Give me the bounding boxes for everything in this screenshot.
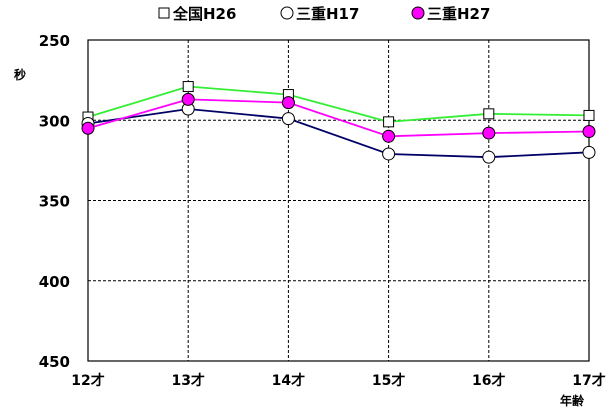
legend-label: 三重H17 [296,5,359,23]
point-marker [281,96,295,110]
y-tick-label: 400 [39,273,70,291]
point-marker [382,129,396,143]
point-marker [182,81,194,93]
point-marker [280,6,294,20]
y-tick-label: 300 [39,112,70,130]
x-tick-label: 12才 [71,372,104,389]
point-marker [383,116,395,128]
point-marker [482,126,496,140]
y-axis-label: 秒 [14,67,26,82]
series-2 [81,102,596,164]
point-marker [81,121,95,135]
point-marker [582,145,596,159]
y-tick-label: 450 [39,353,70,371]
series-line [87,85,590,123]
y-tick-label: 350 [39,193,70,211]
x-axis-ticks: 12才 13才 14才 15才 16才 17才 [71,372,605,389]
series-group [81,81,596,164]
x-tick-label: 13才 [171,372,204,389]
legend-label: 三重H27 [427,5,490,23]
point-marker [582,124,596,138]
point-marker [382,147,396,161]
series-3 [81,92,596,143]
x-tick-label: 14才 [272,372,305,389]
point-marker [583,109,595,121]
series-line [87,98,590,138]
legend-item: 全国H26 [158,5,236,23]
series-line [87,108,590,159]
y-axis-ticks: 250 300 350 400 450 [39,32,70,371]
x-axis-label: 年齢 [560,393,585,408]
plot-border [87,39,590,362]
legend-label: 全国H26 [172,5,236,23]
point-marker [411,6,425,20]
legend: 全国H26 三重H17 三重H27 [158,5,490,23]
x-tick-label: 16才 [472,372,505,389]
y-tick-label: 250 [39,32,70,50]
point-marker [483,108,495,120]
x-tick-label: 15才 [372,372,405,389]
point-marker [281,112,295,126]
legend-item: 三重H27 [411,5,490,23]
point-marker [181,92,195,106]
legend-item: 三重H17 [280,5,359,23]
point-marker [158,7,170,19]
point-marker [482,150,496,164]
x-tick-label: 17才 [572,372,605,389]
